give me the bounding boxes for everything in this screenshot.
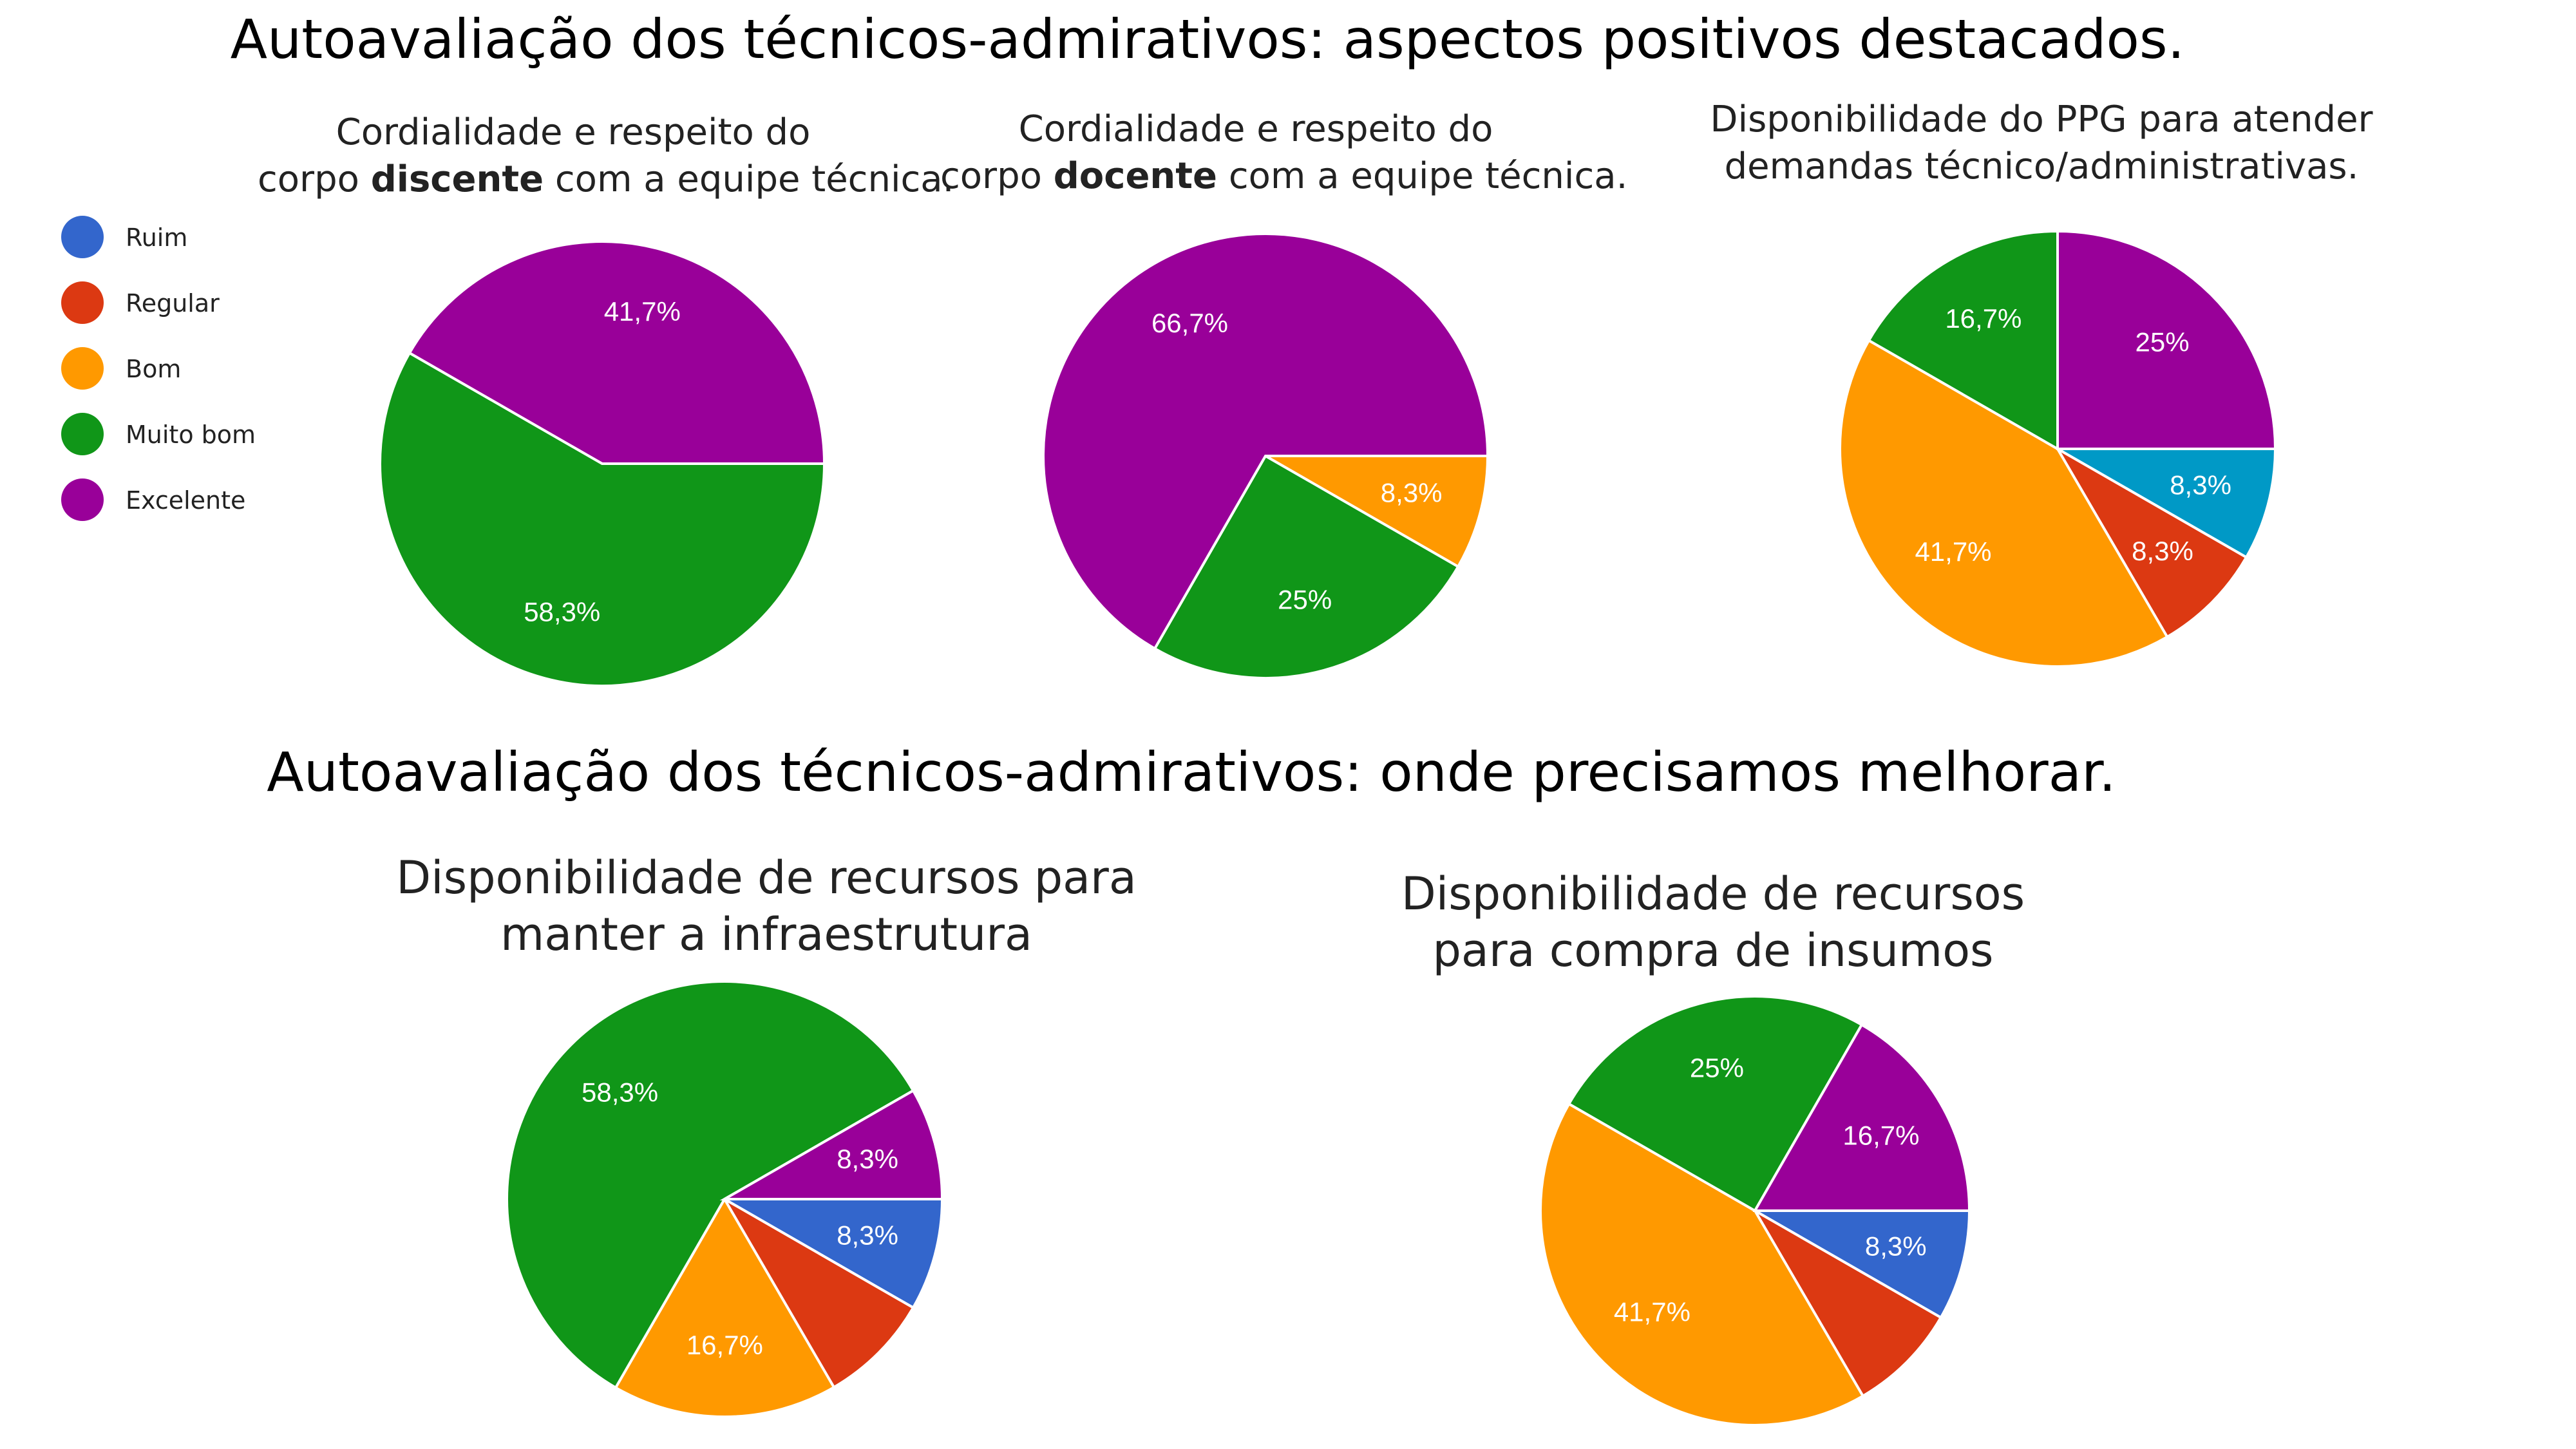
pie-slice [2054, 445, 2248, 639]
pie-slice-label: 8,3% [2170, 469, 2231, 500]
pie-slice [1567, 995, 1864, 1213]
chart-title-line: Cordialidade e respeito do [1018, 108, 1493, 150]
section-title-positive: Autoavaliação dos técnicos-admirativos: … [230, 8, 2185, 71]
pie-slice [1751, 1207, 1943, 1398]
chart-title-line: Disponibilidade de recursos [1401, 867, 2025, 920]
chart-title-bold: discente [370, 158, 544, 200]
pie-slice-label: 8,3% [837, 1220, 898, 1250]
pie-slice-label: 41,7% [604, 296, 681, 327]
legend-swatch [61, 478, 104, 521]
pie-slice [719, 1088, 944, 1200]
chart-title-docente: Cordialidade e respeito do corpo docente… [940, 106, 1627, 200]
legend-label: Muito bom [126, 421, 256, 449]
chart-title-bold: docente [1053, 155, 1218, 197]
pie-slice [1260, 455, 1490, 569]
pie-chart: 8,3% 41,7% 25% 16,7% [1539, 995, 1971, 1426]
pie-slice-label: 25% [2135, 327, 2189, 357]
pie-slice-label: 25% [1690, 1052, 1744, 1083]
chart-title-line: demandas técnico/administrativas. [1724, 145, 2359, 187]
pie-chart: 8,3% 25% 66,7% [1042, 232, 1490, 679]
chart-title-discente: Cordialidade e respeito do corpo discent… [258, 109, 954, 204]
pie-slice [506, 980, 915, 1390]
chart-title-line: manter a infraestrutura [500, 907, 1032, 961]
chart-title-part: corpo [940, 155, 1054, 197]
pie-slice-label: 8,3% [2132, 536, 2193, 566]
pie-slice [1839, 338, 2169, 668]
legend-label: Regular [126, 289, 220, 317]
pie-slice [1153, 454, 1460, 679]
pie-slice [614, 1197, 836, 1418]
pie-slice-label: 8,3% [1865, 1231, 1927, 1261]
pie-slice [408, 240, 826, 465]
pie-slice-label: 8,3% [837, 1144, 898, 1174]
pie-slice [2052, 448, 2277, 560]
pie-slice [1867, 229, 2059, 451]
chart-title-insumos: Disponibilidade de recursos para compra … [1352, 866, 2074, 979]
pie-slice-label: 58,3% [524, 596, 600, 627]
pie-slice-label: 41,7% [1915, 536, 1991, 567]
legend-swatch [61, 281, 104, 324]
pie-slice [721, 1195, 915, 1389]
pie-slice [1750, 1209, 1971, 1320]
legend-swatch [61, 347, 104, 390]
chart-title-line: corpo discente com a equipe técnica. [258, 156, 954, 204]
pie-slice-label: 16,7% [1945, 303, 2022, 334]
legend-swatch [61, 413, 104, 455]
legend-label: Bom [126, 355, 182, 383]
pie-slice [379, 351, 826, 687]
pie-slice [1752, 1023, 1971, 1212]
pie-chart: 41,7% 58,3% [379, 240, 826, 687]
chart-title-ppg: Disponibilidade do PPG para atender dema… [1662, 97, 2421, 191]
pie-slice-label: 16,7% [687, 1330, 763, 1360]
pie-chart: 8,3% 8,3% 41,7% 16,7% 25% [1839, 229, 2277, 668]
pie-slice-label: 25% [1278, 585, 1332, 615]
pie-slice-label: 16,7% [1842, 1121, 1919, 1151]
pie-slice-label: 58,3% [582, 1077, 658, 1107]
legend-label: Excelente [126, 486, 246, 515]
section-title-improve: Autoavaliação dos técnicos-admirativos: … [267, 741, 2116, 804]
chart-title-line: Disponibilidade de recursos para [396, 851, 1137, 904]
pie-chart: 8,3% 16,7% 58,3% 8,3% [506, 980, 944, 1418]
pie-slice [2056, 229, 2277, 450]
chart-title-part: com a equipe técnica. [1217, 155, 1628, 197]
pie-slice-label: 41,7% [1614, 1297, 1690, 1327]
pie-slice-label: 8,3% [1381, 478, 1443, 508]
chart-title-line: Disponibilidade do PPG para atender [1710, 99, 2373, 140]
legend-swatch [61, 216, 104, 258]
legend-label: Ruim [126, 223, 188, 252]
chart-title-line: corpo docente com a equipe técnica. [940, 153, 1627, 200]
chart-title-part: corpo [258, 158, 371, 200]
pie-slice [719, 1198, 944, 1310]
pie-slice-label: 66,7% [1151, 308, 1228, 338]
pie-slice [1042, 232, 1490, 650]
pie-slice [1539, 1102, 1865, 1426]
chart-title-part: com a equipe técnica. [544, 158, 954, 200]
chart-title-line: Cordialidade e respeito do [336, 111, 811, 153]
chart-title-infraestrutura: Disponibilidade de recursos para manter … [374, 850, 1159, 963]
chart-title-line: para compra de insumos [1432, 923, 1994, 977]
